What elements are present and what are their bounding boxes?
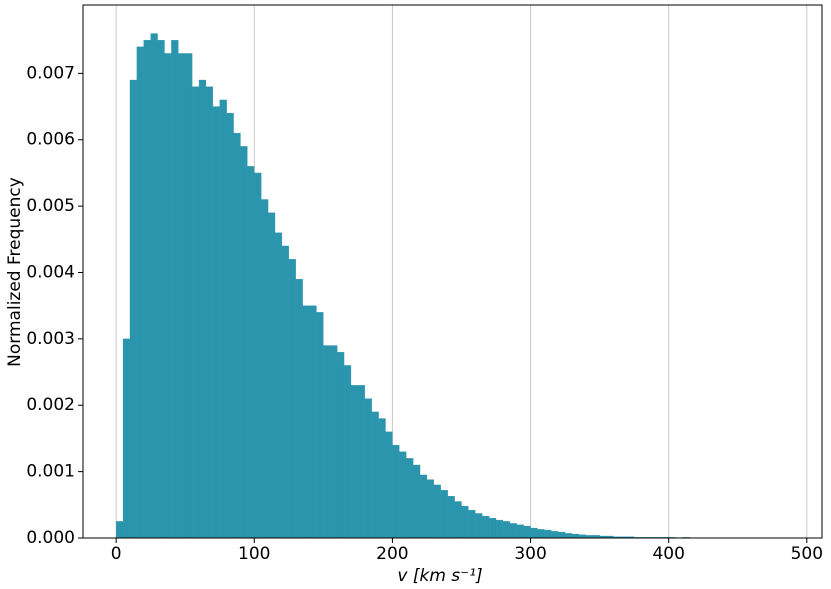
bar — [509, 523, 517, 539]
plot-frame — [82, 4, 823, 539]
bar — [185, 53, 193, 539]
bar — [302, 305, 310, 539]
bar — [247, 166, 255, 539]
bar — [537, 529, 545, 539]
y-axis-label: Normalized Frequency — [5, 177, 25, 367]
bar — [254, 172, 262, 539]
y-tick-label: 0.003 — [26, 329, 75, 349]
bar — [516, 524, 524, 539]
bar — [226, 113, 234, 539]
bar — [267, 212, 276, 539]
bar — [412, 464, 421, 539]
bar — [426, 479, 435, 539]
bar — [337, 351, 345, 539]
bar — [116, 521, 124, 539]
bar — [378, 418, 386, 539]
bar — [316, 312, 324, 539]
bar — [406, 458, 414, 539]
bar — [433, 484, 441, 539]
bar — [357, 385, 365, 539]
bar — [261, 199, 269, 539]
bar — [475, 513, 483, 539]
bar — [495, 519, 504, 539]
bar — [157, 40, 165, 539]
bar — [212, 106, 220, 539]
y-tick-label: 0.001 — [26, 462, 75, 482]
bar — [198, 79, 207, 539]
bar — [191, 86, 200, 539]
bar — [150, 33, 158, 539]
bar — [143, 40, 151, 539]
bar — [385, 431, 393, 539]
bar — [295, 278, 303, 539]
bar — [440, 490, 448, 539]
x-axis-label: v [km s⁻¹] — [397, 566, 482, 586]
bar — [240, 146, 248, 539]
bar — [350, 385, 359, 539]
bar — [164, 53, 172, 539]
bar — [468, 509, 476, 539]
bar — [364, 398, 372, 539]
bar — [330, 345, 338, 539]
bar — [392, 444, 400, 539]
bar — [482, 515, 490, 539]
bar — [571, 533, 580, 539]
bar — [171, 40, 179, 539]
bar — [323, 345, 331, 539]
x-tick-label: 400 — [652, 544, 684, 564]
y-tick-label: 0.002 — [26, 395, 75, 415]
bar — [502, 521, 510, 539]
bar — [288, 259, 296, 539]
bar — [136, 46, 144, 539]
bar — [488, 517, 497, 539]
bar — [447, 496, 455, 539]
bar — [461, 505, 469, 539]
y-tick-label: 0.005 — [26, 196, 75, 216]
bar — [530, 527, 538, 539]
bar — [281, 245, 289, 539]
y-tick-label: 0.007 — [26, 63, 75, 83]
bar — [309, 305, 317, 539]
x-tick-label: 300 — [514, 544, 546, 564]
bar — [219, 99, 227, 539]
bar — [343, 365, 352, 539]
x-tick-label: 100 — [238, 544, 270, 564]
bar — [551, 531, 559, 539]
bar — [129, 79, 138, 539]
bar — [558, 531, 566, 539]
bar — [371, 411, 379, 539]
bar — [454, 501, 462, 539]
bar — [564, 533, 573, 539]
bar — [274, 232, 283, 539]
y-tick-label: 0.004 — [26, 262, 75, 282]
x-tick-label: 500 — [791, 544, 823, 564]
x-tick-label: 200 — [376, 544, 408, 564]
bar — [544, 529, 552, 539]
bar — [523, 525, 531, 539]
bar — [419, 474, 428, 539]
bar — [122, 338, 131, 539]
y-tick-label: 0.006 — [26, 130, 75, 150]
bar — [178, 53, 186, 539]
x-tick-label: 0 — [111, 544, 122, 564]
bar — [233, 132, 241, 539]
y-tick-label: 0.000 — [26, 528, 75, 548]
bar — [205, 86, 213, 539]
bar — [399, 451, 407, 539]
